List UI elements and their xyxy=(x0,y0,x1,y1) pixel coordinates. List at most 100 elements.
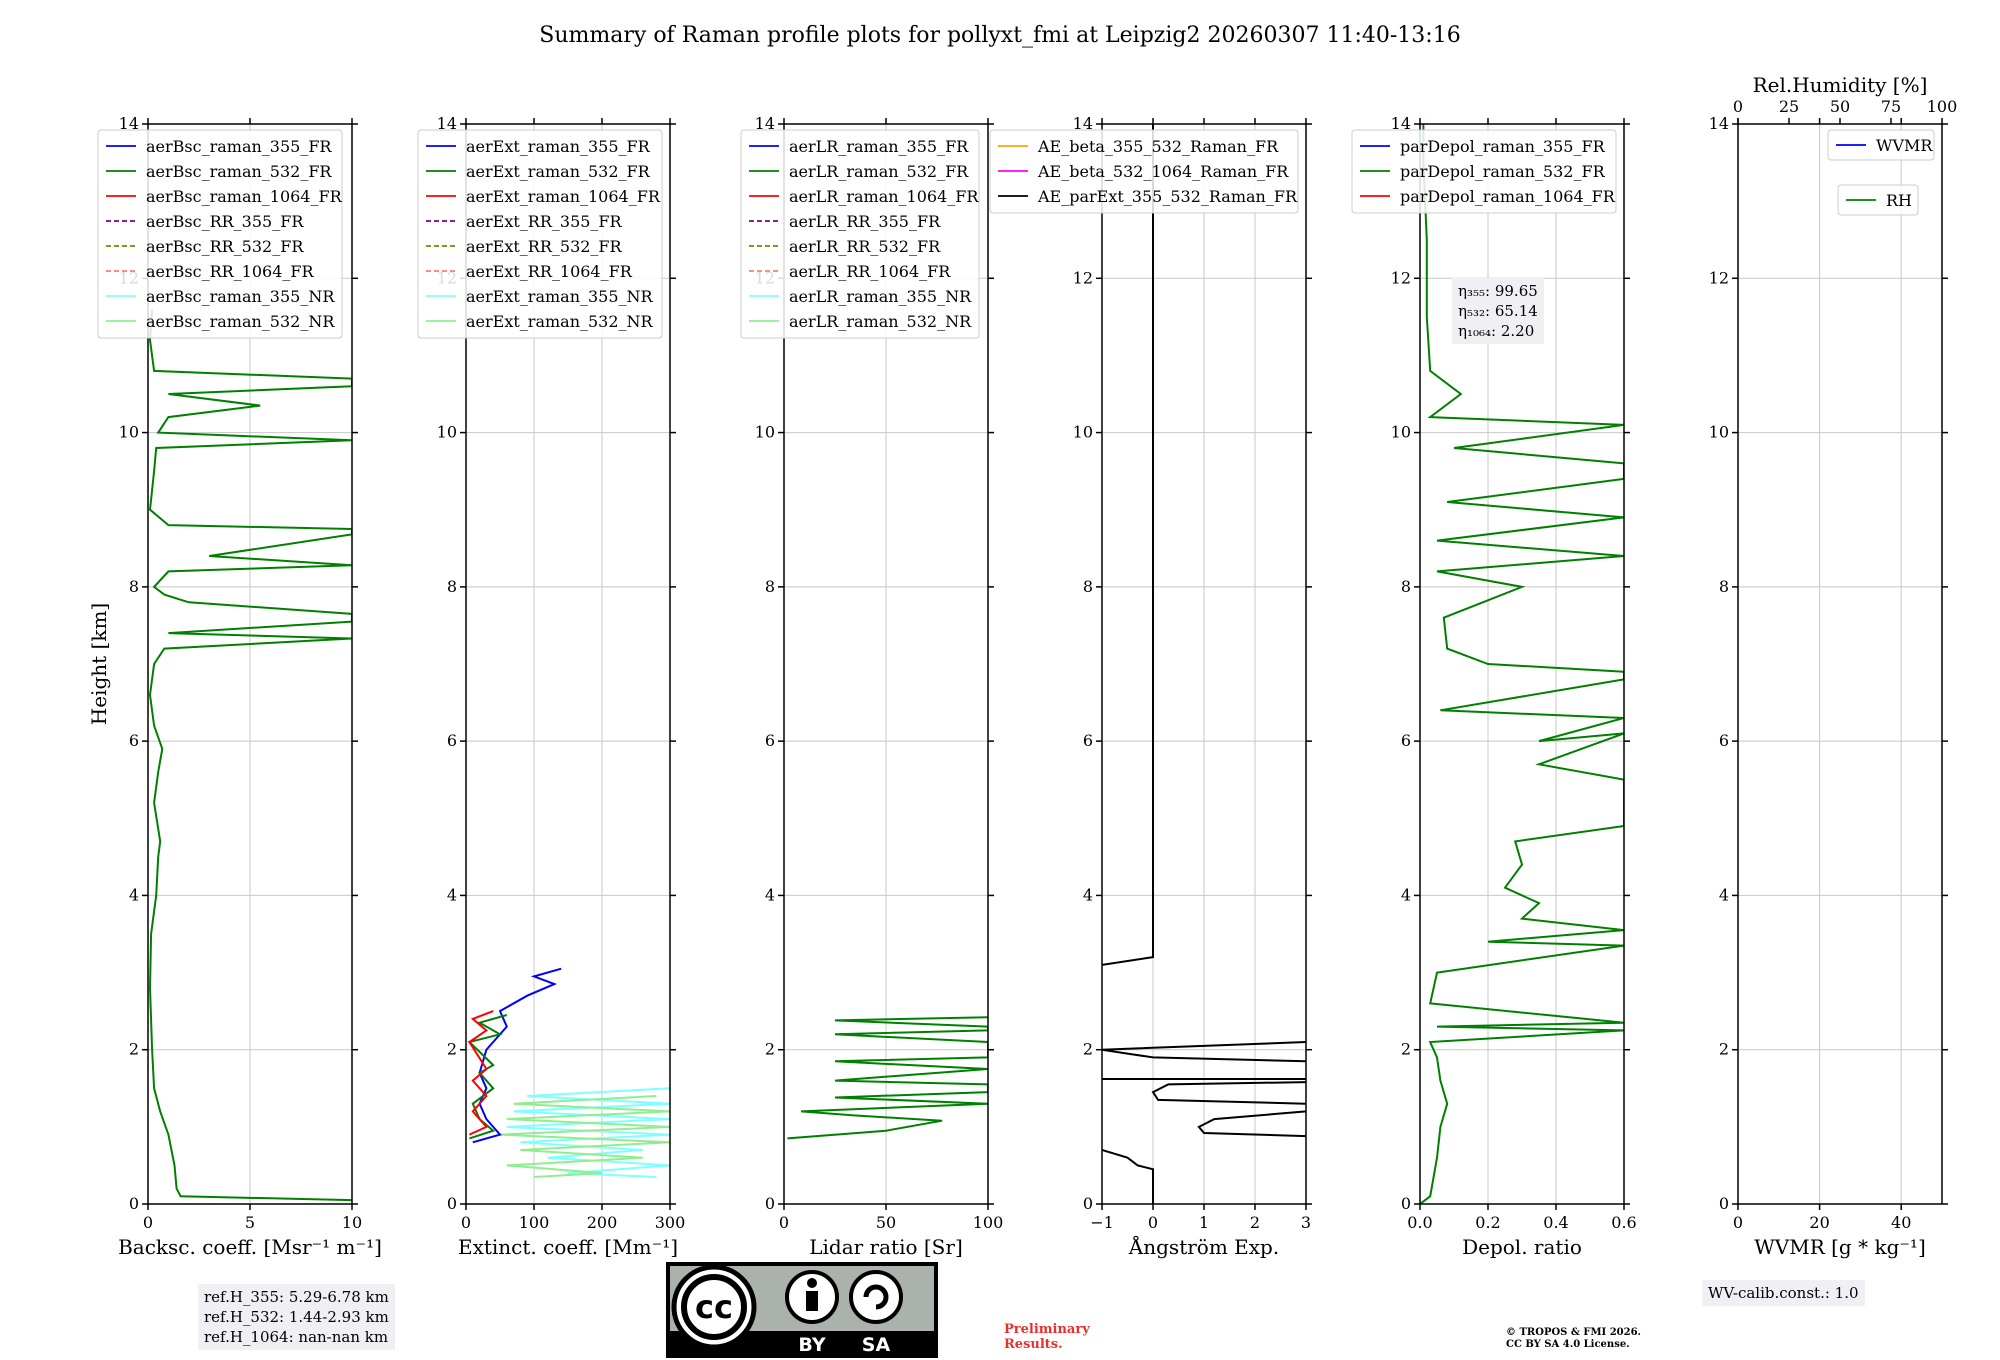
tick-label-x: 20 xyxy=(1809,1213,1829,1232)
legend-wvmr: WVMR xyxy=(1827,129,1935,161)
tick-label-x: 2 xyxy=(1250,1213,1260,1232)
tick-label-y: 8 xyxy=(447,577,457,596)
tick-label-y: 4 xyxy=(129,885,139,904)
legend-box xyxy=(740,129,980,339)
tick-label-x: 10 xyxy=(342,1213,362,1232)
panel-ext: 024681012140100200300Extinct. coeff. [Mm… xyxy=(417,114,686,1259)
x-axis-label: Depol. ratio xyxy=(1462,1235,1582,1259)
legend-label: aerExt_RR_532_FR xyxy=(466,237,623,256)
ref-height-355: ref.H_355: 5.29-6.78 km xyxy=(204,1288,389,1306)
legend-label: aerBsc_raman_532_FR xyxy=(146,162,332,181)
tick-label-y: 0 xyxy=(765,1194,775,1213)
tick-label-x: 300 xyxy=(655,1213,686,1232)
by-person-icon xyxy=(807,1278,817,1288)
x-axis-label: WVMR [g * kg⁻¹] xyxy=(1754,1235,1926,1259)
tick-label-y: 14 xyxy=(1073,114,1093,133)
tick-label-x: 0.2 xyxy=(1475,1213,1500,1232)
legend-dep: parDepol_raman_355_FR parDepol_raman_532_… xyxy=(1351,129,1617,214)
legend-box xyxy=(1837,184,1919,216)
legend-label: AE_beta_355_532_Raman_FR xyxy=(1037,137,1279,156)
tick-label-y: 2 xyxy=(765,1040,775,1059)
copyright-line-1: © TROPOS & FMI 2026. xyxy=(1506,1327,1642,1338)
tick-label-y: 8 xyxy=(1401,577,1411,596)
series-line-aerExt_raman_1064_FR xyxy=(468,1010,494,1136)
tick-label-x: 0 xyxy=(1148,1213,1158,1232)
tick-label-top: 0 xyxy=(1733,97,1743,116)
tick-label-y: 6 xyxy=(129,731,139,750)
figure-title: Summary of Raman profile plots for polly… xyxy=(539,23,1460,48)
tick-label-y: 6 xyxy=(1719,731,1729,750)
ref-height-532: ref.H_532: 1.44-2.93 km xyxy=(204,1308,389,1326)
legend-label: aerExt_RR_1064_FR xyxy=(466,262,633,281)
legend-label: aerExt_raman_355_NR xyxy=(466,287,654,306)
tick-label-y: 10 xyxy=(1709,423,1729,442)
tick-label-x: 100 xyxy=(973,1213,1004,1232)
top-axis-label: Rel.Humidity [%] xyxy=(1753,73,1928,97)
tick-label-y: 0 xyxy=(1719,1194,1729,1213)
preliminary-line-1: Preliminary xyxy=(1004,1322,1090,1337)
tick-label-y: 14 xyxy=(1391,114,1411,133)
tick-label-y: 8 xyxy=(765,577,775,596)
series-group xyxy=(467,967,670,1178)
tick-label-y: 0 xyxy=(447,1194,457,1213)
tick-label-top: 75 xyxy=(1881,97,1901,116)
legend-label: aerBsc_RR_355_FR xyxy=(146,212,304,231)
x-axis-label: Extinct. coeff. [Mm⁻¹] xyxy=(458,1235,678,1259)
series-line-AE_parExt_355_532_Raman_FR xyxy=(1197,1110,1306,1138)
legend-label: aerBsc_raman_532_NR xyxy=(146,312,335,331)
legend-label: aerBsc_raman_355_FR xyxy=(146,137,332,156)
tick-label-y: 4 xyxy=(447,885,457,904)
legend-label: aerExt_RR_355_FR xyxy=(466,212,623,231)
ref-heights-box: ref.H_355: 5.29-6.78 km ref.H_532: 1.44-… xyxy=(198,1284,395,1350)
legend-label: aerExt_raman_355_FR xyxy=(466,137,651,156)
series-line-AE_parExt_355_532_Raman_FR xyxy=(1102,1041,1306,1063)
wv-calib-box: WV-calib.const.: 1.0 xyxy=(1702,1280,1865,1306)
legend-label: aerExt_raman_532_FR xyxy=(466,162,651,181)
tick-label-top: 100 xyxy=(1927,97,1958,116)
tick-label-x: 0 xyxy=(143,1213,153,1232)
eta-532: η₅₃₂: 65.14 xyxy=(1458,302,1538,320)
legend-label: aerLR_raman_355_NR xyxy=(789,287,972,306)
tick-label-x: 100 xyxy=(519,1213,550,1232)
series-group xyxy=(787,1016,988,1140)
tick-label-x: 0.0 xyxy=(1407,1213,1432,1232)
legend-label: parDepol_raman_355_FR xyxy=(1400,137,1606,156)
legend-ae: AE_beta_355_532_Raman_FR AE_beta_532_1064… xyxy=(989,129,1299,214)
tick-label-x: 0 xyxy=(779,1213,789,1232)
sa-label: SA xyxy=(862,1334,891,1356)
series-line-aerExt_raman_532_NR xyxy=(499,1095,670,1178)
sa-loop-icon xyxy=(863,1284,889,1310)
tick-label-x: 0 xyxy=(461,1213,471,1232)
tick-label-x: 1 xyxy=(1199,1213,1209,1232)
ref-height-1064: ref.H_1064: nan-nan km xyxy=(204,1328,389,1346)
legend-label: RH xyxy=(1886,191,1912,210)
series-line-AE_parExt_355_532_Raman_FR xyxy=(1102,1149,1154,1204)
legend-box xyxy=(97,129,343,339)
eta-1064: η₁₀₆₄: 2.20 xyxy=(1458,322,1535,340)
tick-label-y: 4 xyxy=(1401,885,1411,904)
tick-label-y: 0 xyxy=(1083,1194,1093,1213)
tick-label-y: 12 xyxy=(1709,268,1729,287)
x-axis-label: Lidar ratio [Sr] xyxy=(809,1235,963,1259)
legend-box xyxy=(1351,129,1617,214)
eta-355: η₃₅₅: 99.65 xyxy=(1458,282,1538,300)
preliminary-line-2: Results. xyxy=(1004,1337,1063,1352)
tick-label-y: 8 xyxy=(129,577,139,596)
panel-dep: 0 2 4 6 8 10 12 14 0.0 0.2 0.4 0.6 Depol. ratio parDe… xyxy=(1351,114,1637,1259)
legend-label: aerLR_raman_355_FR xyxy=(789,137,969,156)
legend-label: aerLR_raman_1064_FR xyxy=(789,187,979,206)
tick-label-y: 6 xyxy=(765,731,775,750)
tick-label-y: 4 xyxy=(1719,885,1729,904)
tick-label-x: 0 xyxy=(1733,1213,1743,1232)
tick-label-y: 12 xyxy=(1073,268,1093,287)
tick-label-y: 10 xyxy=(1391,423,1411,442)
x-axis-label: Ångström Exp. xyxy=(1128,1234,1279,1259)
legend-label: AE_beta_532_1064_Raman_FR xyxy=(1037,162,1289,181)
tick-label-y: 12 xyxy=(1391,268,1411,287)
tick-label-y: 2 xyxy=(129,1040,139,1059)
tick-label-y: 14 xyxy=(1709,114,1729,133)
tick-label-x: −1 xyxy=(1090,1213,1114,1232)
cc-text: cc xyxy=(695,1288,733,1326)
legend-label: aerLR_RR_1064_FR xyxy=(789,262,951,281)
tick-label-y: 2 xyxy=(1401,1040,1411,1059)
